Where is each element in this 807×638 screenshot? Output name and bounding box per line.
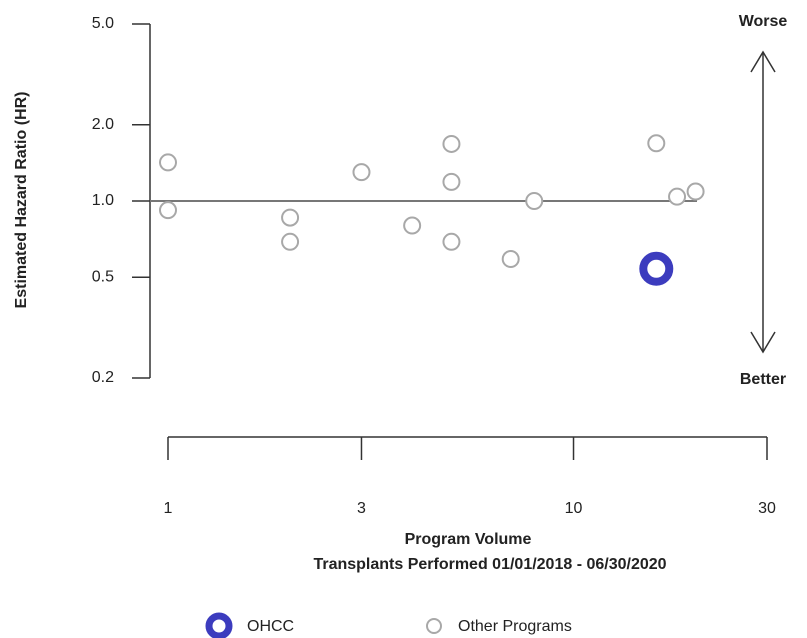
point [442,134,461,153]
point [442,172,461,191]
y-axis-title: Estimated Hazard Ratio (HR) [13,92,30,309]
x-axis-subtitle: Transplants Performed 01/01/2018 - 06/30… [313,556,666,573]
point [647,134,666,153]
y-tick-label: 0.5 [92,268,114,285]
point [159,153,177,172]
point [403,216,422,235]
highlight-point [639,251,674,286]
worse-label: Worse [739,13,788,30]
direction-arrow [750,50,776,354]
legend-marker [426,618,442,634]
y-tick-label: 0.2 [92,369,114,386]
x-axis-title: Program Volume [405,531,532,548]
x-tick-label: 3 [357,500,366,517]
point [442,232,461,251]
y-tick-label: 1.0 [92,192,114,209]
point [686,182,705,201]
legend-marker [205,612,233,638]
point [501,250,520,269]
x-tick-label: 1 [164,500,173,517]
point [352,163,371,182]
point [525,192,544,210]
point [281,232,300,251]
point [159,201,177,220]
legend-label: OHCC [247,618,294,635]
y-tick-label: 5.0 [92,15,114,32]
point [281,208,300,227]
point [668,187,687,206]
x-tick-label: 10 [565,500,583,517]
y-tick-label: 2.0 [92,116,114,133]
x-tick-label: 30 [758,500,776,517]
better-label: Better [740,371,786,388]
legend-label: Other Programs [458,618,572,635]
